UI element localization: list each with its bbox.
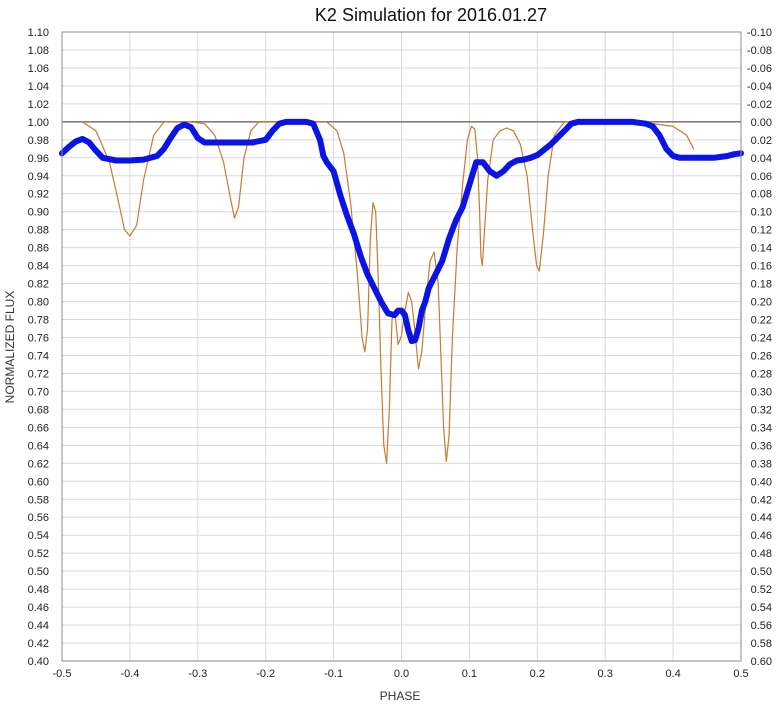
y2-tick-label: 0.36 — [751, 440, 772, 452]
y2-tick-label: 0.54 — [751, 602, 772, 614]
y-tick-label: 1.08 — [28, 45, 49, 57]
y2-tick-label: -0.06 — [747, 63, 772, 75]
y-tick-label: 0.62 — [28, 458, 49, 470]
y-tick-label: 0.84 — [28, 261, 49, 273]
y2-tick-label: 0.00 — [751, 117, 772, 129]
y-tick-label: 1.02 — [28, 99, 49, 111]
y-tick-label: 0.48 — [28, 584, 49, 596]
y-tick-label: 0.88 — [28, 225, 49, 237]
y-tick-label: 0.68 — [28, 404, 49, 416]
y2-tick-label: 0.18 — [751, 279, 772, 291]
y2-tick-label: 0.08 — [751, 189, 772, 201]
y-tick-label: 0.44 — [28, 620, 49, 632]
y2-tick-label: 0.24 — [751, 333, 772, 345]
x-tick-label: 0.0 — [394, 668, 409, 680]
x-tick-label: -0.4 — [120, 668, 139, 680]
y2-tick-label: -0.02 — [747, 99, 772, 111]
y2-tick-label: 0.50 — [751, 566, 772, 578]
chart-title: K2 Simulation for 2016.01.27 — [315, 5, 547, 25]
y2-tick-label: 0.10 — [751, 207, 772, 219]
y2-tick-label: 0.16 — [751, 261, 772, 273]
y2-axis-ticks: -0.10 -0.08 -0.06 -0.04 -0.02 0.00 0.02 0.04 0.0… — [747, 27, 772, 668]
y-tick-label: 0.94 — [28, 171, 49, 183]
y-tick-label: 0.40 — [28, 656, 49, 668]
y-axis-label: NORMALIZED FLUX — [3, 291, 17, 404]
y2-tick-label: 0.20 — [751, 297, 772, 309]
y-tick-label: 0.98 — [28, 135, 49, 147]
y2-tick-label: 0.42 — [751, 494, 772, 506]
y2-tick-label: -0.10 — [747, 27, 772, 39]
x-tick-label: -0.1 — [324, 668, 343, 680]
y-tick-label: 0.50 — [28, 566, 49, 578]
y-tick-label: 0.82 — [28, 279, 49, 291]
y2-tick-label: 0.02 — [751, 135, 772, 147]
x-tick-label: 0.5 — [733, 668, 748, 680]
x-tick-label: 0.1 — [462, 668, 477, 680]
y-tick-label: 0.58 — [28, 494, 49, 506]
x-axis-ticks: -0.5 -0.4 -0.3 -0.2 -0.1 0.0 0.1 0.2 0.3 0.4 0.5 — [53, 668, 749, 680]
y-tick-label: 1.10 — [28, 27, 49, 39]
y2-tick-label: 0.48 — [751, 548, 772, 560]
y-tick-label: 0.46 — [28, 602, 49, 614]
y-tick-label: 0.90 — [28, 207, 49, 219]
y2-tick-label: 0.04 — [751, 153, 772, 165]
y-tick-label: 0.86 — [28, 243, 49, 255]
y-tick-label: 0.74 — [28, 350, 49, 362]
y-tick-label: 0.52 — [28, 548, 49, 560]
y-tick-label: 0.96 — [28, 153, 49, 165]
y-tick-label: 0.56 — [28, 512, 49, 524]
y2-tick-label: 0.12 — [751, 225, 772, 237]
y2-tick-label: 0.56 — [751, 620, 772, 632]
y2-tick-label: 0.52 — [751, 584, 772, 596]
y2-tick-label: 0.26 — [751, 350, 772, 362]
y-tick-label: 1.04 — [28, 81, 49, 93]
y-tick-label: 0.70 — [28, 386, 49, 398]
y-axis-ticks: 1.10 1.08 1.06 1.04 1.02 1.00 0.98 0.96 0.94 0.92… — [28, 27, 49, 668]
y-tick-label: 0.76 — [28, 333, 49, 345]
y-tick-label: 0.72 — [28, 368, 49, 380]
y-tick-label: 0.78 — [28, 315, 49, 327]
y2-tick-label: 0.44 — [751, 512, 772, 524]
y-tick-label: 0.92 — [28, 189, 49, 201]
y-tick-label: 0.42 — [28, 638, 49, 650]
y2-tick-label: 0.38 — [751, 458, 772, 470]
y2-tick-label: 0.14 — [751, 243, 772, 255]
y2-tick-label: 0.28 — [751, 368, 772, 380]
y2-tick-label: 0.22 — [751, 315, 772, 327]
series-line-1 — [59, 118, 744, 345]
plot-area — [61, 31, 742, 662]
y2-tick-label: 0.58 — [751, 638, 772, 650]
series-line-0 — [81, 121, 695, 464]
x-tick-label: 0.4 — [665, 668, 680, 680]
y2-tick-label: -0.08 — [747, 45, 772, 57]
y2-tick-label: 0.06 — [751, 171, 772, 183]
series-layer — [59, 118, 744, 464]
y2-tick-label: 0.60 — [751, 656, 772, 668]
y-tick-label: 1.00 — [28, 117, 49, 129]
y2-tick-label: 0.32 — [751, 404, 772, 416]
y-tick-label: 0.64 — [28, 440, 49, 452]
y2-tick-label: 0.40 — [751, 476, 772, 488]
y2-tick-label: -0.04 — [747, 81, 772, 93]
y2-tick-label: 0.34 — [751, 422, 772, 434]
y-tick-label: 1.06 — [28, 63, 49, 75]
x-tick-label: -0.3 — [188, 668, 207, 680]
y2-tick-label: 0.30 — [751, 386, 772, 398]
x-tick-label: -0.5 — [53, 668, 72, 680]
y-tick-label: 0.80 — [28, 297, 49, 309]
y2-tick-label: 0.46 — [751, 530, 772, 542]
y-tick-label: 0.54 — [28, 530, 49, 542]
x-axis-label: PHASE — [380, 689, 421, 703]
x-tick-label: 0.3 — [598, 668, 613, 680]
x-tick-label: 0.2 — [530, 668, 545, 680]
y-tick-label: 0.60 — [28, 476, 49, 488]
grid — [61, 31, 742, 662]
x-tick-label: -0.2 — [256, 668, 275, 680]
y-tick-label: 0.66 — [28, 422, 49, 434]
